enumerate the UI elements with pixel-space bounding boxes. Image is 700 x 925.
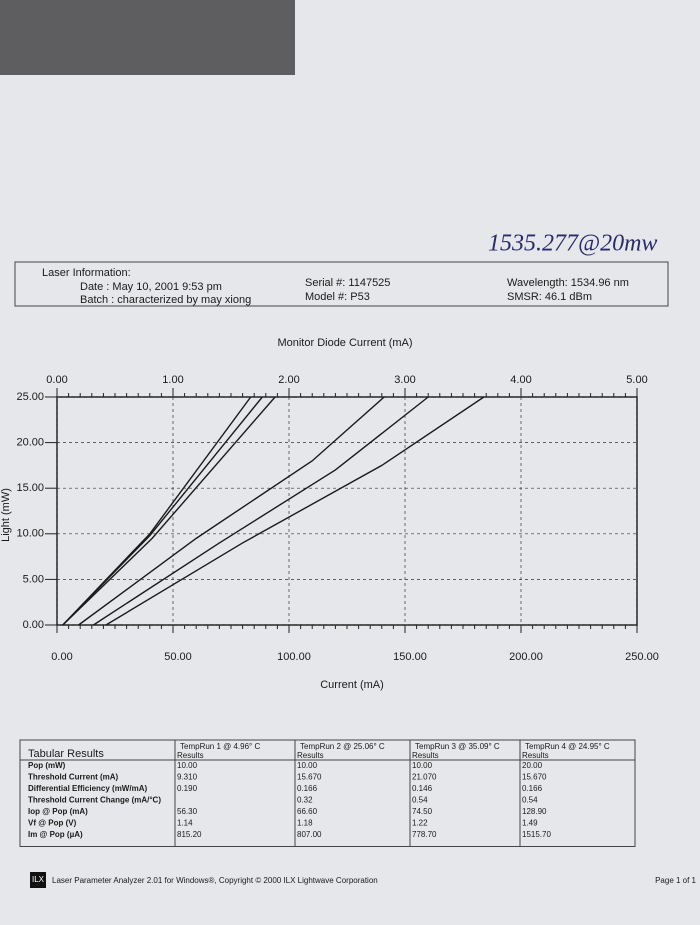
cell: 0.146 — [412, 784, 433, 793]
info-heading: Laser Information: — [42, 267, 131, 279]
y-tick-label: 10.00 — [16, 528, 44, 540]
x2-tick-label: 1.00 — [162, 374, 183, 386]
cell: 20.00 — [522, 761, 543, 770]
column-subheader: Results — [522, 751, 549, 760]
x2-tick-label: 4.00 — [510, 374, 531, 386]
curve — [105, 396, 485, 626]
page-number: Page 1 of 1 — [655, 876, 696, 885]
curve — [78, 396, 385, 626]
column-header: TempRun 2 @ 25.06° C — [300, 742, 385, 751]
cell: 15.670 — [297, 773, 322, 782]
cell: 0.190 — [177, 784, 198, 793]
info-batch: Batch : characterized by may xiong — [80, 294, 251, 306]
x2-tick-label: 0.00 — [46, 374, 67, 386]
logo: ILX — [32, 875, 45, 884]
curve — [62, 396, 276, 626]
info-serial: Serial #: 1147525 — [305, 277, 390, 289]
cell: 807.00 — [297, 830, 322, 839]
column-subheader: Results — [297, 751, 324, 760]
row-label: Threshold Current (mA) — [28, 773, 119, 782]
cell: 0.32 — [297, 796, 313, 805]
curve — [62, 396, 263, 626]
cell: 9.310 — [177, 773, 198, 782]
cell: 0.54 — [522, 796, 538, 805]
cell: 74.50 — [412, 807, 433, 816]
info-box — [14, 261, 669, 307]
y-tick-label: 15.00 — [16, 482, 44, 494]
x-tick-label: 150.00 — [393, 651, 427, 663]
column-header: TempRun 4 @ 24.95° C — [525, 742, 610, 751]
x-axis-title: Current (mA) — [320, 679, 384, 691]
cell: 66.60 — [297, 807, 318, 816]
column-header: TempRun 3 @ 35.09° C — [415, 742, 500, 751]
info-smsr: SMSR: 46.1 dBm — [507, 291, 592, 303]
info-wavelength: Wavelength: 1534.96 nm — [507, 277, 629, 289]
cell: 1.14 — [177, 819, 193, 828]
cell: 10.00 — [177, 761, 198, 770]
row-label: Differential Efficiency (mW/mA) — [28, 784, 147, 793]
table-title: Tabular Results — [28, 748, 104, 760]
row-label: Vf @ Pop (V) — [28, 819, 77, 828]
cell: 56.30 — [177, 807, 198, 816]
cell: 15.670 — [522, 773, 547, 782]
logo-box — [30, 872, 46, 888]
x-tick-label: 50.00 — [164, 651, 192, 663]
handwriting: 1535.277@20mw — [488, 231, 657, 257]
y-axis-title: Light (mW) — [0, 488, 12, 542]
x2-tick-label: 5.00 — [626, 374, 647, 386]
row-label: Pop (mW) — [28, 761, 66, 770]
y-tick-label: 5.00 — [23, 573, 44, 585]
row-label: Im @ Pop (µA) — [28, 830, 83, 839]
cell: 128.90 — [522, 807, 547, 816]
cell: 1.18 — [297, 819, 313, 828]
cell: 1.49 — [522, 819, 538, 828]
dark-corner — [0, 0, 295, 75]
cell: 815.20 — [177, 830, 202, 839]
y-tick-label: 25.00 — [16, 391, 44, 403]
y-tick-label: 0.00 — [23, 619, 44, 631]
column-subheader: Results — [412, 751, 439, 760]
info-model: Model #: P53 — [305, 291, 370, 303]
table-frame — [19, 739, 636, 847]
cell: 10.00 — [297, 761, 318, 770]
curve — [93, 396, 429, 626]
top-axis-title: Monitor Diode Current (mA) — [277, 337, 412, 349]
cell: 778.70 — [412, 830, 437, 839]
info-date: Date : May 10, 2001 9:53 pm — [80, 281, 222, 293]
cell: 0.54 — [412, 796, 428, 805]
cell: 21.070 — [412, 773, 437, 782]
cell: 10.00 — [412, 761, 433, 770]
cell: 0.166 — [522, 784, 543, 793]
cell: 0.166 — [297, 784, 318, 793]
x-tick-label: 200.00 — [509, 651, 543, 663]
y-tick-label: 20.00 — [16, 437, 44, 449]
row-label: Iop @ Pop (mA) — [28, 807, 88, 816]
x-tick-label: 100.00 — [277, 651, 311, 663]
cell: 1.22 — [412, 819, 428, 828]
footer-text: Laser Parameter Analyzer 2.01 for Window… — [52, 876, 378, 885]
x2-tick-label: 3.00 — [394, 374, 415, 386]
row-label: Threshold Current Change (mA/°C) — [28, 796, 161, 805]
x-tick-label: 0.00 — [51, 651, 72, 663]
x2-tick-label: 2.00 — [278, 374, 299, 386]
column-subheader: Results — [177, 751, 204, 760]
x-tick-label: 250.00 — [625, 651, 659, 663]
cell: 1515.70 — [522, 830, 551, 839]
column-header: TempRun 1 @ 4.96° C — [180, 742, 260, 751]
